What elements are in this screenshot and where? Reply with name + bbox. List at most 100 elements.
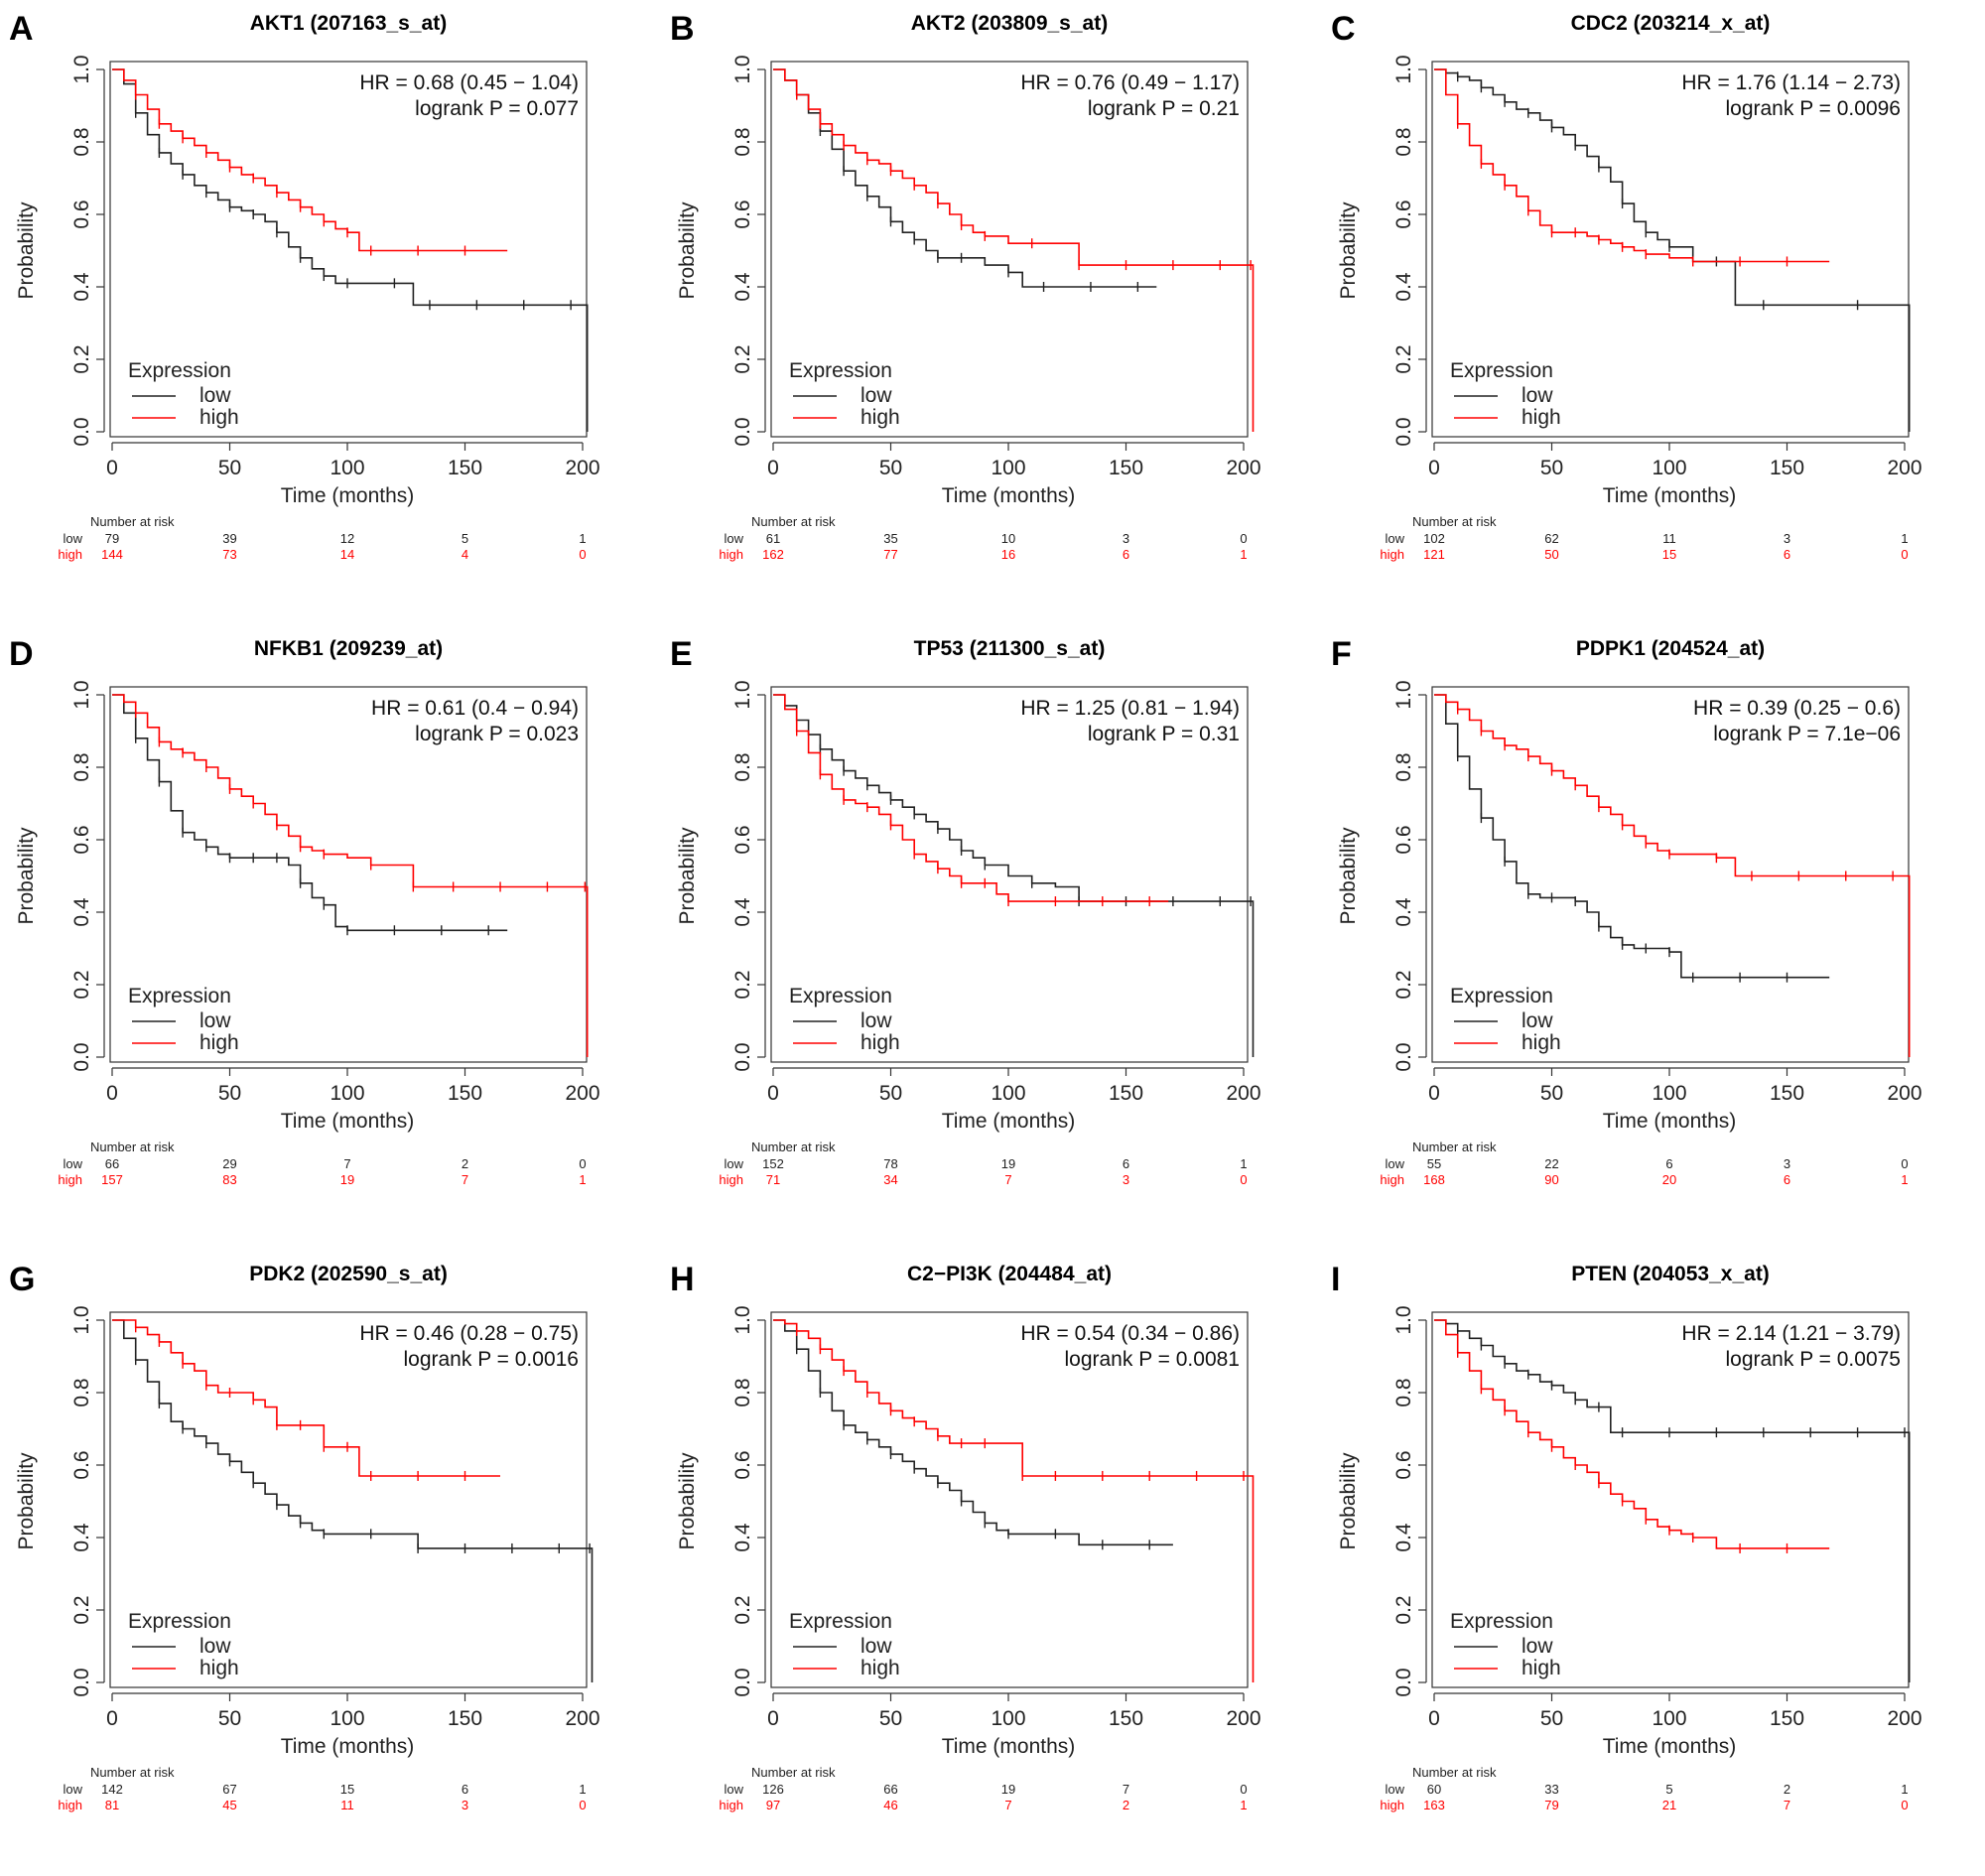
risk-count: 79: [1544, 1798, 1558, 1812]
risk-count: 33: [1544, 1782, 1558, 1797]
risk-table-title: Number at risk: [751, 1765, 836, 1780]
legend-title: Expression: [789, 359, 892, 382]
risk-count: 126: [762, 1782, 784, 1797]
legend-title: Expression: [1450, 985, 1553, 1007]
risk-count: 1: [1240, 1156, 1247, 1171]
plot-frame: [109, 61, 588, 438]
risk-count: 55: [1427, 1156, 1441, 1171]
y-axis-label: Probability: [15, 1452, 38, 1550]
x-tick-label: 200: [565, 1082, 599, 1105]
chart-title: PTEN (204053_x_at): [1571, 1263, 1770, 1285]
survival-curve-high: [773, 1319, 1255, 1682]
y-tick-label: 0.2: [731, 1595, 754, 1624]
plot-frame: [1431, 61, 1910, 438]
x-tick-label: 200: [1226, 1707, 1260, 1730]
plot-frame: [770, 61, 1249, 438]
risk-count: 35: [883, 531, 897, 546]
hazard-ratio-text: HR = 0.76 (0.49 − 1.17): [1020, 71, 1240, 94]
x-tick-label: 200: [1887, 1082, 1921, 1105]
y-tick-label: 0.6: [70, 825, 93, 854]
risk-count: 1: [1901, 531, 1908, 546]
risk-row-label-low: low: [1385, 531, 1404, 546]
x-tick-label: 150: [1770, 1707, 1804, 1730]
x-tick-label: 150: [1109, 1707, 1143, 1730]
x-axis-label: Time (months): [281, 1735, 415, 1758]
risk-count: 11: [1662, 531, 1676, 546]
km-plot: E TP53 (211300_s_at) 0.0 0.2 0.4 0.6 0.8 1.0 0 50…: [670, 635, 1261, 1187]
risk-count: 66: [105, 1156, 119, 1171]
km-panel-d: D NFKB1 (209239_at) 0.0 0.2 0.4 0.6 0.8 1.0 0 50 1…: [1, 625, 662, 1251]
y-tick-label: 1.0: [1392, 55, 1415, 83]
y-tick-label: 0.8: [70, 127, 93, 156]
risk-count: 46: [883, 1798, 897, 1812]
y-axis-label: Probability: [1337, 827, 1360, 925]
risk-count: 6: [1784, 1172, 1790, 1187]
x-tick-label: 0: [1428, 1082, 1440, 1105]
y-tick-label: 0.8: [1392, 752, 1415, 781]
risk-row-label-high: high: [719, 547, 743, 562]
y-tick-label: 1.0: [1392, 680, 1415, 709]
risk-row-label-low: low: [724, 1156, 743, 1171]
y-tick-label: 0.6: [731, 200, 754, 228]
km-panel-b: B AKT2 (203809_s_at) 0.0 0.2 0.4 0.6 0.8 1.0 0 50…: [662, 0, 1323, 625]
risk-count: 152: [762, 1156, 784, 1171]
hazard-ratio-text: HR = 1.25 (0.81 − 1.94): [1020, 697, 1240, 720]
risk-count: 5: [1665, 1782, 1672, 1797]
risk-count: 79: [105, 531, 119, 546]
x-tick-label: 100: [991, 1707, 1025, 1730]
survival-curve-low: [112, 1319, 594, 1682]
risk-row-label-high: high: [1380, 547, 1404, 562]
chart-title: TP53 (211300_s_at): [914, 637, 1106, 660]
km-plot: A AKT1 (207163_s_at)0.00.20.40.60.81.00 50…: [9, 10, 600, 562]
y-tick-label: 0.2: [70, 970, 93, 999]
x-axis-label: Time (months): [281, 1110, 415, 1133]
risk-table-title: Number at risk: [751, 514, 836, 529]
km-panel-h: H C2−PI3K (204484_at) 0.0 0.2 0.4 0.6 0.8 1.0 0 5…: [662, 1251, 1323, 1876]
x-axis-label: Time (months): [942, 1735, 1076, 1758]
risk-count: 6: [1123, 1156, 1129, 1171]
legend-title: Expression: [128, 1610, 231, 1633]
risk-count: 1: [579, 1172, 586, 1187]
legend-label-low: low: [1522, 1635, 1553, 1658]
x-tick-label: 150: [448, 457, 482, 479]
risk-row-label-low: low: [724, 1782, 743, 1797]
x-tick-label: 0: [1428, 457, 1440, 479]
risk-count: 7: [343, 1156, 350, 1171]
y-tick-label: 0.8: [731, 127, 754, 156]
x-tick-label: 0: [1428, 1707, 1440, 1730]
risk-count: 144: [101, 547, 123, 562]
plot-frame: [770, 686, 1249, 1063]
logrank-p-text: logrank P = 0.0081: [1064, 1348, 1240, 1371]
y-tick-label: 0.2: [1392, 1595, 1415, 1624]
hazard-ratio-text: HR = 1.76 (1.14 − 2.73): [1681, 71, 1901, 94]
risk-count: 90: [1544, 1172, 1558, 1187]
legend-label-high: high: [1522, 406, 1561, 429]
risk-count: 1: [1240, 1798, 1247, 1812]
legend-label-high: high: [860, 1657, 900, 1679]
risk-count: 3: [1784, 531, 1790, 546]
y-tick-label: 0.2: [70, 344, 93, 373]
risk-count: 0: [1240, 531, 1247, 546]
risk-count: 6: [462, 1782, 468, 1797]
risk-table-title: Number at risk: [90, 514, 175, 529]
x-axis-label: Time (months): [1603, 484, 1737, 507]
y-tick-label: 0.6: [70, 200, 93, 228]
panel-letter: A: [9, 10, 34, 48]
risk-count: 61: [766, 531, 780, 546]
risk-count: 2: [1784, 1782, 1790, 1797]
legend-title: Expression: [128, 359, 231, 382]
risk-count: 16: [1001, 547, 1015, 562]
survival-curve-high: [112, 694, 589, 1057]
hazard-ratio-text: HR = 0.39 (0.25 − 0.6): [1693, 697, 1901, 720]
logrank-p-text: logrank P = 0.21: [1088, 97, 1240, 120]
km-panel-f: F PDPK1 (204524_at) 0.0 0.2 0.4 0.6 0.8 1.0 0 50 1…: [1323, 625, 1984, 1251]
y-tick-label: 0.6: [731, 1450, 754, 1479]
y-tick-label: 0.4: [70, 897, 93, 927]
chart-title: PDK2 (202590_s_at): [249, 1263, 448, 1285]
risk-table-title: Number at risk: [90, 1765, 175, 1780]
x-tick-label: 0: [767, 1707, 779, 1730]
km-panel-a: A AKT1 (207163_s_at) 0.0 0.2 0.4 0.6 0.8 1.0 0 50…: [1, 0, 662, 625]
risk-count: 12: [340, 531, 354, 546]
chart-title: CDC2 (203214_x_at): [1571, 12, 1771, 35]
